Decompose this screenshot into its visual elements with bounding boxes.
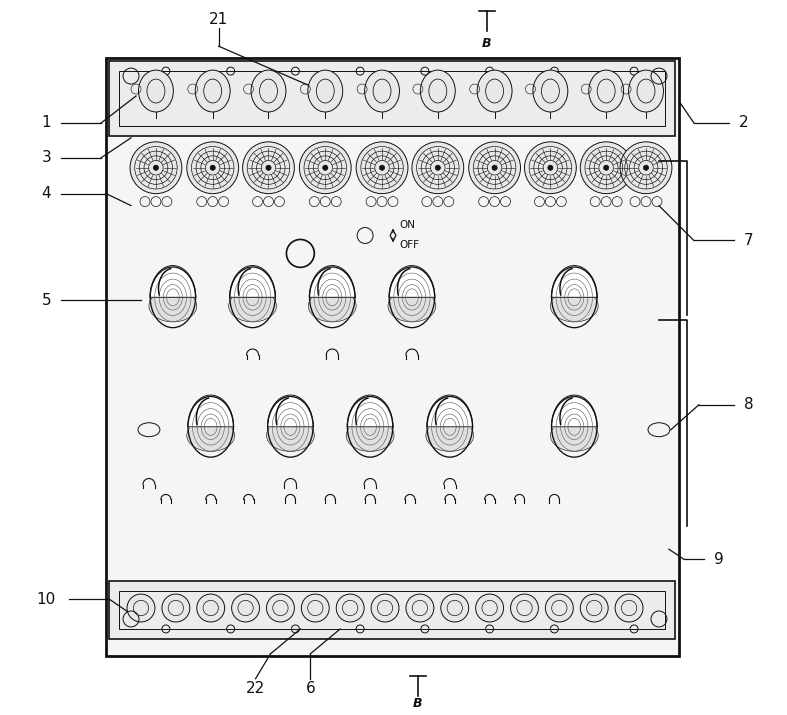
Circle shape bbox=[524, 142, 576, 194]
Polygon shape bbox=[188, 395, 234, 427]
Ellipse shape bbox=[388, 290, 436, 322]
Ellipse shape bbox=[195, 70, 230, 112]
Circle shape bbox=[242, 142, 294, 194]
Text: 1: 1 bbox=[42, 115, 51, 130]
Text: 8: 8 bbox=[744, 398, 753, 413]
Circle shape bbox=[127, 594, 155, 622]
Circle shape bbox=[435, 165, 441, 170]
Ellipse shape bbox=[267, 420, 314, 451]
Circle shape bbox=[379, 165, 385, 170]
Circle shape bbox=[357, 142, 408, 194]
Text: 22: 22 bbox=[246, 681, 265, 696]
Circle shape bbox=[153, 165, 158, 170]
Bar bbox=[106, 58, 679, 656]
Polygon shape bbox=[427, 395, 473, 427]
Ellipse shape bbox=[364, 70, 400, 112]
Ellipse shape bbox=[589, 70, 623, 112]
Ellipse shape bbox=[426, 420, 474, 451]
Circle shape bbox=[511, 594, 538, 622]
Circle shape bbox=[469, 142, 520, 194]
Circle shape bbox=[604, 165, 609, 170]
Circle shape bbox=[267, 594, 294, 622]
Text: 2: 2 bbox=[739, 115, 748, 130]
Polygon shape bbox=[150, 265, 196, 297]
Text: 6: 6 bbox=[305, 681, 316, 696]
Bar bbox=[109, 61, 675, 136]
Circle shape bbox=[323, 165, 328, 170]
Circle shape bbox=[644, 165, 648, 170]
Circle shape bbox=[475, 594, 504, 622]
Text: B: B bbox=[482, 36, 491, 50]
Circle shape bbox=[545, 594, 573, 622]
Circle shape bbox=[336, 594, 364, 622]
Polygon shape bbox=[309, 265, 355, 297]
Text: 10: 10 bbox=[37, 591, 56, 606]
Text: 21: 21 bbox=[209, 12, 228, 27]
Ellipse shape bbox=[187, 420, 235, 451]
Text: 3: 3 bbox=[42, 150, 51, 165]
Circle shape bbox=[231, 594, 260, 622]
Polygon shape bbox=[552, 395, 597, 427]
Text: B: B bbox=[413, 697, 423, 710]
Text: 4: 4 bbox=[42, 186, 51, 201]
Ellipse shape bbox=[550, 420, 598, 451]
Ellipse shape bbox=[149, 290, 197, 322]
Ellipse shape bbox=[139, 70, 173, 112]
Text: OFF: OFF bbox=[399, 240, 419, 250]
Ellipse shape bbox=[309, 290, 357, 322]
Polygon shape bbox=[268, 395, 313, 427]
Text: 9: 9 bbox=[714, 552, 723, 567]
Circle shape bbox=[197, 594, 224, 622]
Ellipse shape bbox=[420, 70, 455, 112]
Circle shape bbox=[162, 594, 190, 622]
Ellipse shape bbox=[346, 420, 394, 451]
Bar bbox=[119, 71, 665, 126]
Ellipse shape bbox=[629, 70, 663, 112]
Circle shape bbox=[266, 165, 271, 170]
Circle shape bbox=[441, 594, 469, 622]
Bar bbox=[109, 581, 675, 639]
Circle shape bbox=[406, 594, 434, 622]
Circle shape bbox=[187, 142, 238, 194]
Circle shape bbox=[580, 142, 632, 194]
Circle shape bbox=[580, 594, 608, 622]
Ellipse shape bbox=[550, 290, 598, 322]
Polygon shape bbox=[230, 265, 275, 297]
Circle shape bbox=[130, 142, 182, 194]
Text: 5: 5 bbox=[42, 292, 51, 307]
Ellipse shape bbox=[533, 70, 567, 112]
Circle shape bbox=[492, 165, 497, 170]
Ellipse shape bbox=[251, 70, 286, 112]
Circle shape bbox=[620, 142, 672, 194]
Circle shape bbox=[371, 594, 399, 622]
Polygon shape bbox=[347, 395, 393, 427]
Circle shape bbox=[301, 594, 329, 622]
Bar bbox=[119, 591, 665, 629]
Text: ON: ON bbox=[399, 220, 415, 230]
Circle shape bbox=[299, 142, 351, 194]
Ellipse shape bbox=[229, 290, 276, 322]
Circle shape bbox=[615, 594, 643, 622]
Ellipse shape bbox=[477, 70, 512, 112]
Circle shape bbox=[210, 165, 216, 170]
Circle shape bbox=[548, 165, 553, 170]
Circle shape bbox=[412, 142, 464, 194]
Text: 7: 7 bbox=[744, 233, 753, 248]
Polygon shape bbox=[552, 265, 597, 297]
Ellipse shape bbox=[308, 70, 342, 112]
Polygon shape bbox=[389, 265, 435, 297]
